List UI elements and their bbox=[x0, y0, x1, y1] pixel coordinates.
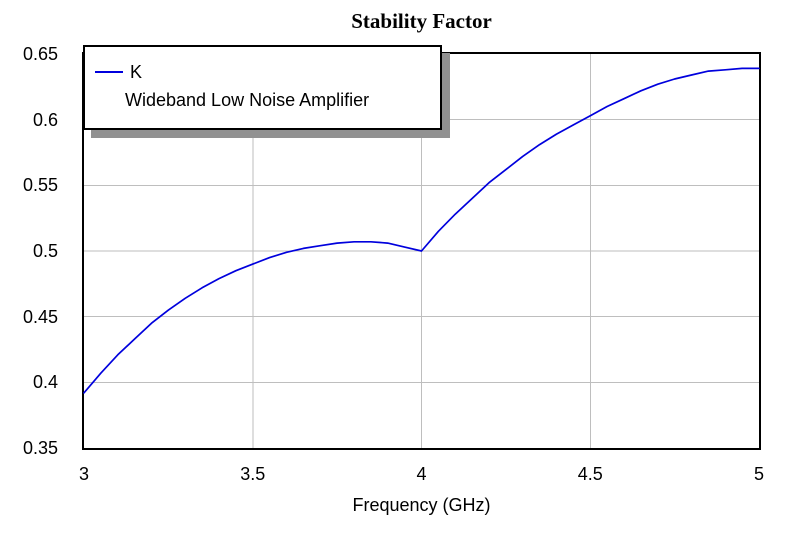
series-line-k bbox=[83, 67, 760, 394]
legend-box: K Wideband Low Noise Amplifier bbox=[83, 45, 442, 130]
y-tick-label: 0.6 bbox=[32, 109, 58, 130]
x-tick-label: 4 bbox=[416, 464, 427, 484]
legend-row-series: K bbox=[85, 58, 440, 86]
x-tick-label: 3.5 bbox=[240, 464, 266, 484]
y-tick-label: 0.5 bbox=[32, 241, 58, 261]
y-tick-label: 0.35 bbox=[22, 438, 58, 458]
x-axis-title: Frequency (GHz) bbox=[352, 495, 491, 515]
series-line-sample-icon bbox=[95, 71, 123, 73]
chart-title: Stability Factor bbox=[351, 9, 492, 33]
y-tick-label: 0.45 bbox=[22, 306, 58, 327]
x-tick-label: 5 bbox=[753, 464, 764, 484]
legend-subtitle: Wideband Low Noise Amplifier bbox=[125, 90, 370, 110]
y-tick-label: 0.4 bbox=[32, 372, 58, 393]
x-tick-label: 3 bbox=[78, 464, 89, 484]
y-tick-label: 0.55 bbox=[22, 175, 58, 196]
x-tick-label: 4.5 bbox=[577, 464, 603, 484]
legend-series-label: K bbox=[130, 62, 143, 82]
legend-row-subtitle: Wideband Low Noise Amplifier bbox=[85, 86, 440, 114]
y-tick-label: 0.65 bbox=[22, 44, 58, 64]
